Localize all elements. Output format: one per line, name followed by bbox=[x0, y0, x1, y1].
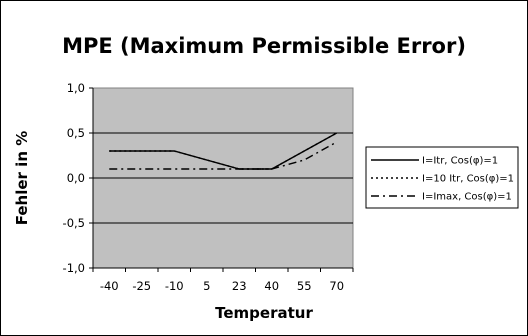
legend: I=Itr, Cos(φ)=1 I=10 Itr, Cos(φ)=1 I=Imax,… bbox=[365, 146, 519, 209]
y-axis-title: Fehler in % bbox=[13, 131, 31, 226]
x-tick-label: 70 bbox=[329, 279, 344, 293]
y-tick-label: -0,5 bbox=[63, 216, 85, 230]
x-tick-label: -25 bbox=[132, 279, 151, 293]
y-tick-labels: 1,0 0,5 0,0 -0,5 -1,0 bbox=[63, 81, 85, 275]
x-tick-label: 5 bbox=[203, 279, 210, 293]
x-tick-label: 23 bbox=[232, 279, 247, 293]
x-tick-label: -10 bbox=[165, 279, 184, 293]
legend-label-3: I=Imax, Cos(φ)=1 bbox=[422, 192, 512, 203]
x-tick-labels: -40 -25 -10 5 23 40 55 70 bbox=[100, 279, 344, 293]
x-axis-title: Temperatur bbox=[215, 304, 313, 322]
series-lines bbox=[109, 132, 338, 170]
legend-label-2: I=10 Itr, Cos(φ)=1 bbox=[422, 174, 514, 185]
axes bbox=[89, 87, 354, 272]
series-line-3 bbox=[109, 141, 338, 170]
x-tick-label: 40 bbox=[264, 279, 279, 293]
y-tick-label: -1,0 bbox=[63, 261, 85, 275]
y-tick-label: 0,0 bbox=[67, 171, 85, 185]
x-tick-label: 55 bbox=[297, 279, 312, 293]
y-tick-label: 1,0 bbox=[67, 81, 85, 95]
grid-lines bbox=[93, 132, 353, 224]
chart-title: MPE (Maximum Permissible Error) bbox=[62, 34, 466, 58]
y-tick-label: 0,5 bbox=[67, 126, 85, 140]
legend-label-1: I=Itr, Cos(φ)=1 bbox=[422, 156, 498, 167]
x-tick-label: -40 bbox=[100, 279, 119, 293]
